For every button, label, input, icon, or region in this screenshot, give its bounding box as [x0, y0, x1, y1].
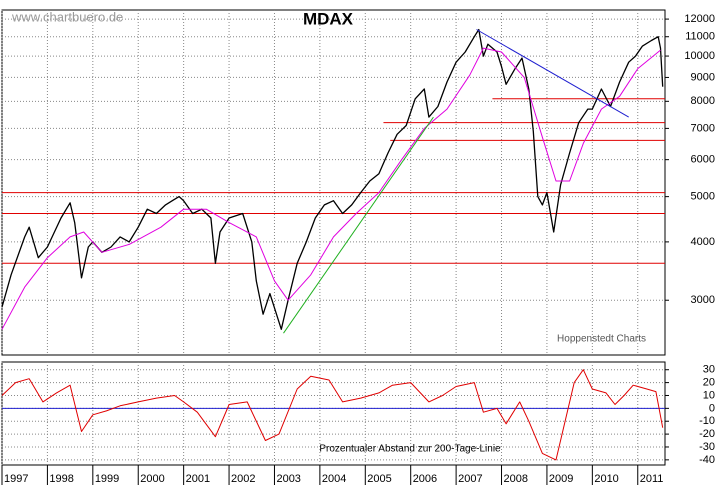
- chart-title: MDAX: [303, 9, 354, 28]
- y-tick-label: -40: [699, 454, 715, 466]
- x-tick-label: 1999: [95, 473, 119, 485]
- y-tick-label: 3000: [691, 294, 715, 306]
- y-tick-label: 30: [703, 364, 715, 376]
- panel-label: Prozentualer Abstand zur 200-Tage-Linie: [319, 444, 501, 455]
- x-tick-label: 1997: [4, 473, 28, 485]
- x-tick-label: 2003: [276, 473, 300, 485]
- y-tick-label: 9000: [691, 71, 715, 83]
- y-tick-label: -20: [699, 428, 715, 440]
- x-tick-label: 2009: [549, 473, 573, 485]
- y-tick-label: 4000: [691, 236, 715, 248]
- y-tick-label: 12000: [684, 13, 715, 25]
- y-tick-label: 8000: [691, 95, 715, 107]
- plot-frame: [1, 9, 666, 356]
- y-tick-label: 0: [709, 402, 715, 414]
- x-tick-label: 2011: [640, 473, 664, 485]
- source: Hoppenstedt Charts: [557, 334, 646, 345]
- x-tick-label: 2007: [458, 473, 482, 485]
- x-tick-label: 2000: [140, 473, 164, 485]
- x-tick-label: 2005: [367, 473, 391, 485]
- x-tick-label: 1998: [49, 473, 73, 485]
- x-tick-label: 2004: [322, 473, 346, 485]
- y-tick-label: 10: [703, 389, 715, 401]
- trend-line: [283, 116, 434, 334]
- y-tick-label: 20: [703, 377, 715, 389]
- y-tick-label: 10000: [684, 50, 715, 62]
- y-tick-label: -30: [699, 441, 715, 453]
- y-tick-label: 5000: [691, 191, 715, 203]
- y-tick-label: -10: [699, 415, 715, 427]
- x-tick-label: 2001: [186, 473, 210, 485]
- y-tick-label: 7000: [691, 122, 715, 134]
- series-line: [1, 47, 661, 330]
- trend-line: [476, 29, 629, 118]
- x-tick-label: 2008: [504, 473, 528, 485]
- x-tick-label: 2006: [413, 473, 437, 485]
- y-tick-label: 11000: [685, 31, 715, 43]
- website: www.chartbuero.de: [11, 9, 123, 24]
- y-tick-label: 6000: [691, 154, 715, 166]
- x-tick-label: 2002: [231, 473, 255, 485]
- series-line: [1, 28, 664, 330]
- series-line: [1, 369, 664, 461]
- x-tick-label: 2010: [594, 473, 618, 485]
